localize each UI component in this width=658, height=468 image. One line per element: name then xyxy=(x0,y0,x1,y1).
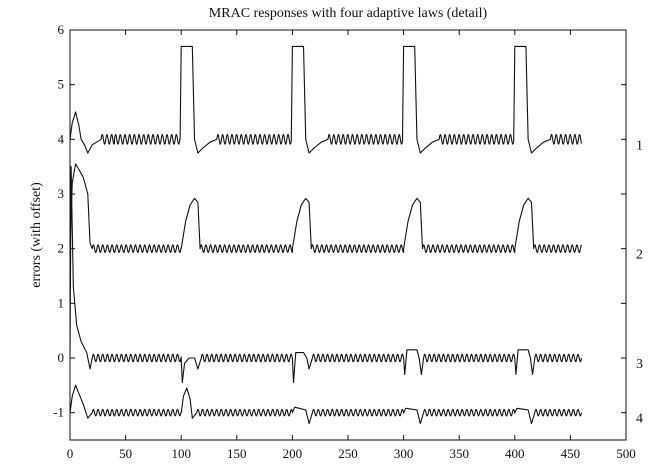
y-tick-label: 0 xyxy=(58,350,65,365)
y-tick-label: 1 xyxy=(58,295,65,310)
x-tick-label: 50 xyxy=(119,446,132,461)
series-labels: 1 2 3 4 xyxy=(636,138,643,426)
series-label-3: 3 xyxy=(636,357,643,372)
series-label-4: 4 xyxy=(636,412,643,427)
y-tick-label: 3 xyxy=(58,186,65,201)
x-tick-label: 100 xyxy=(171,446,191,461)
y-tick-label: 4 xyxy=(58,131,65,146)
series-label-2: 2 xyxy=(636,248,643,263)
y-axis-label: errors (with offset) xyxy=(29,182,44,288)
series-line-2 xyxy=(69,163,583,254)
x-tick-label: 350 xyxy=(449,446,469,461)
series-line-4 xyxy=(69,384,583,425)
chart-title: MRAC responses with four adaptive laws (… xyxy=(209,6,488,21)
x-tick-label: 400 xyxy=(505,446,525,461)
axis-ticks: 0 50 100 150 200 250 300 350 400 450 500 -1 0 1 2 3 4 5 6 xyxy=(53,22,636,461)
x-tick-label: 150 xyxy=(227,446,247,461)
y-tick-label: 2 xyxy=(58,241,65,256)
y-tick-label: -1 xyxy=(53,405,64,420)
series-lines xyxy=(69,45,583,425)
x-tick-label: 200 xyxy=(283,446,303,461)
series-line-1 xyxy=(69,45,583,154)
series-label-1: 1 xyxy=(636,138,643,153)
x-tick-label: 450 xyxy=(561,446,581,461)
plot-frame xyxy=(69,29,627,441)
x-tick-label: 300 xyxy=(394,446,414,461)
x-tick-label: 250 xyxy=(338,446,358,461)
y-tick-label: 6 xyxy=(58,22,65,37)
series-line-3 xyxy=(69,166,583,384)
x-tick-label: 500 xyxy=(616,446,636,461)
y-tick-label: 5 xyxy=(58,77,65,92)
x-tick-label: 0 xyxy=(67,446,74,461)
